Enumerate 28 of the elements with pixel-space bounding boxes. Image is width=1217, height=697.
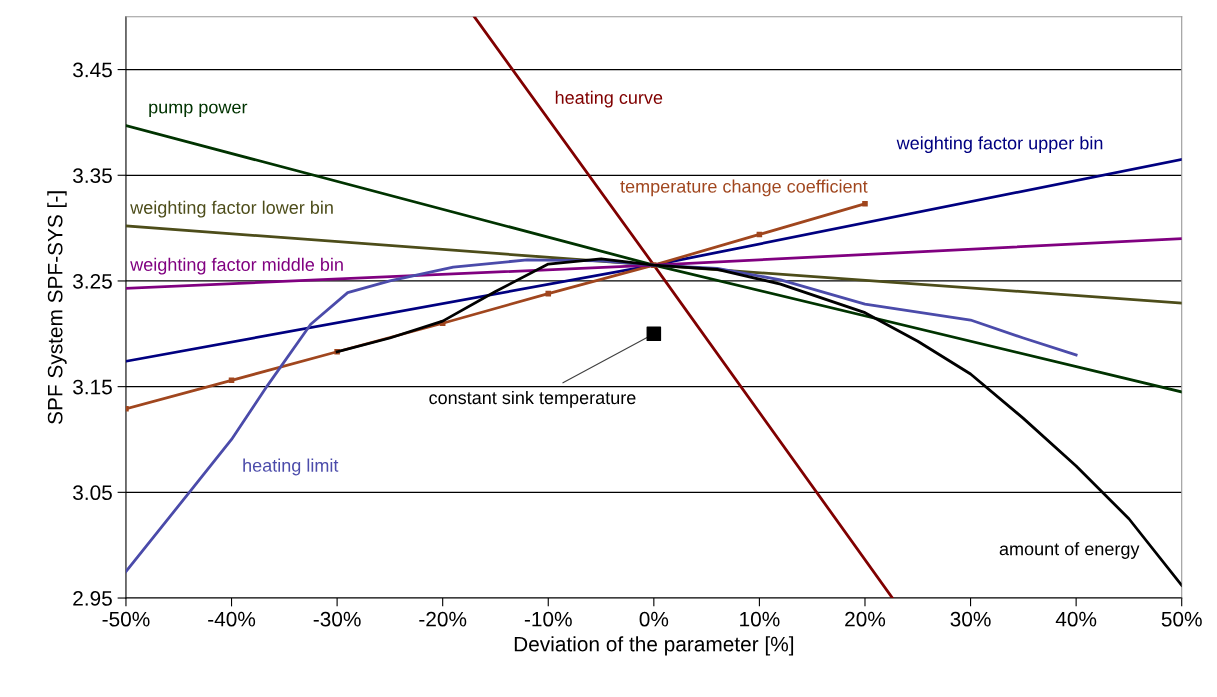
series-label: temperature change coefficient bbox=[620, 179, 868, 197]
x-tick-label: -50% bbox=[102, 611, 150, 627]
y-tick-label: 3.05 bbox=[73, 485, 112, 501]
y-axis-title: SPF System SPF-SYS [-] bbox=[47, 191, 67, 424]
x-tick-label: 50% bbox=[1161, 611, 1202, 627]
series-label: weighting factor middle bin bbox=[130, 257, 343, 275]
y-tick-label: 2.95 bbox=[73, 591, 112, 606]
x-tick-label: 40% bbox=[1055, 611, 1097, 627]
text: constant sink temperature bbox=[429, 390, 636, 408]
x-tick-label: 30% bbox=[950, 611, 991, 627]
y-tick-label: 3.25 bbox=[73, 273, 112, 289]
x-tick-label: 0% bbox=[639, 611, 669, 627]
x-tick-label: -10% bbox=[524, 611, 572, 627]
y-tick-label: 3.45 bbox=[73, 62, 112, 78]
series-label: heating limit bbox=[243, 458, 339, 476]
series-label: weighting factor upper bin bbox=[896, 136, 1103, 154]
x-tick-label: 20% bbox=[845, 611, 886, 627]
y-tick-label: 3.35 bbox=[73, 168, 112, 184]
x-tick-label: 10% bbox=[740, 611, 780, 627]
x-tick-label: -30% bbox=[313, 611, 361, 627]
series-label: pump power bbox=[149, 103, 248, 118]
y-tick-label: 3.15 bbox=[73, 379, 112, 395]
x-tick-label: -20% bbox=[419, 611, 467, 627]
x-tick-label: -40% bbox=[208, 611, 256, 627]
series-label: amount of energy bbox=[999, 542, 1140, 559]
series-label: heating curve bbox=[555, 90, 663, 108]
series-label: weighting factor lower bin bbox=[130, 200, 333, 218]
x-axis-title: Deviation of the parameter [%] bbox=[514, 636, 794, 656]
